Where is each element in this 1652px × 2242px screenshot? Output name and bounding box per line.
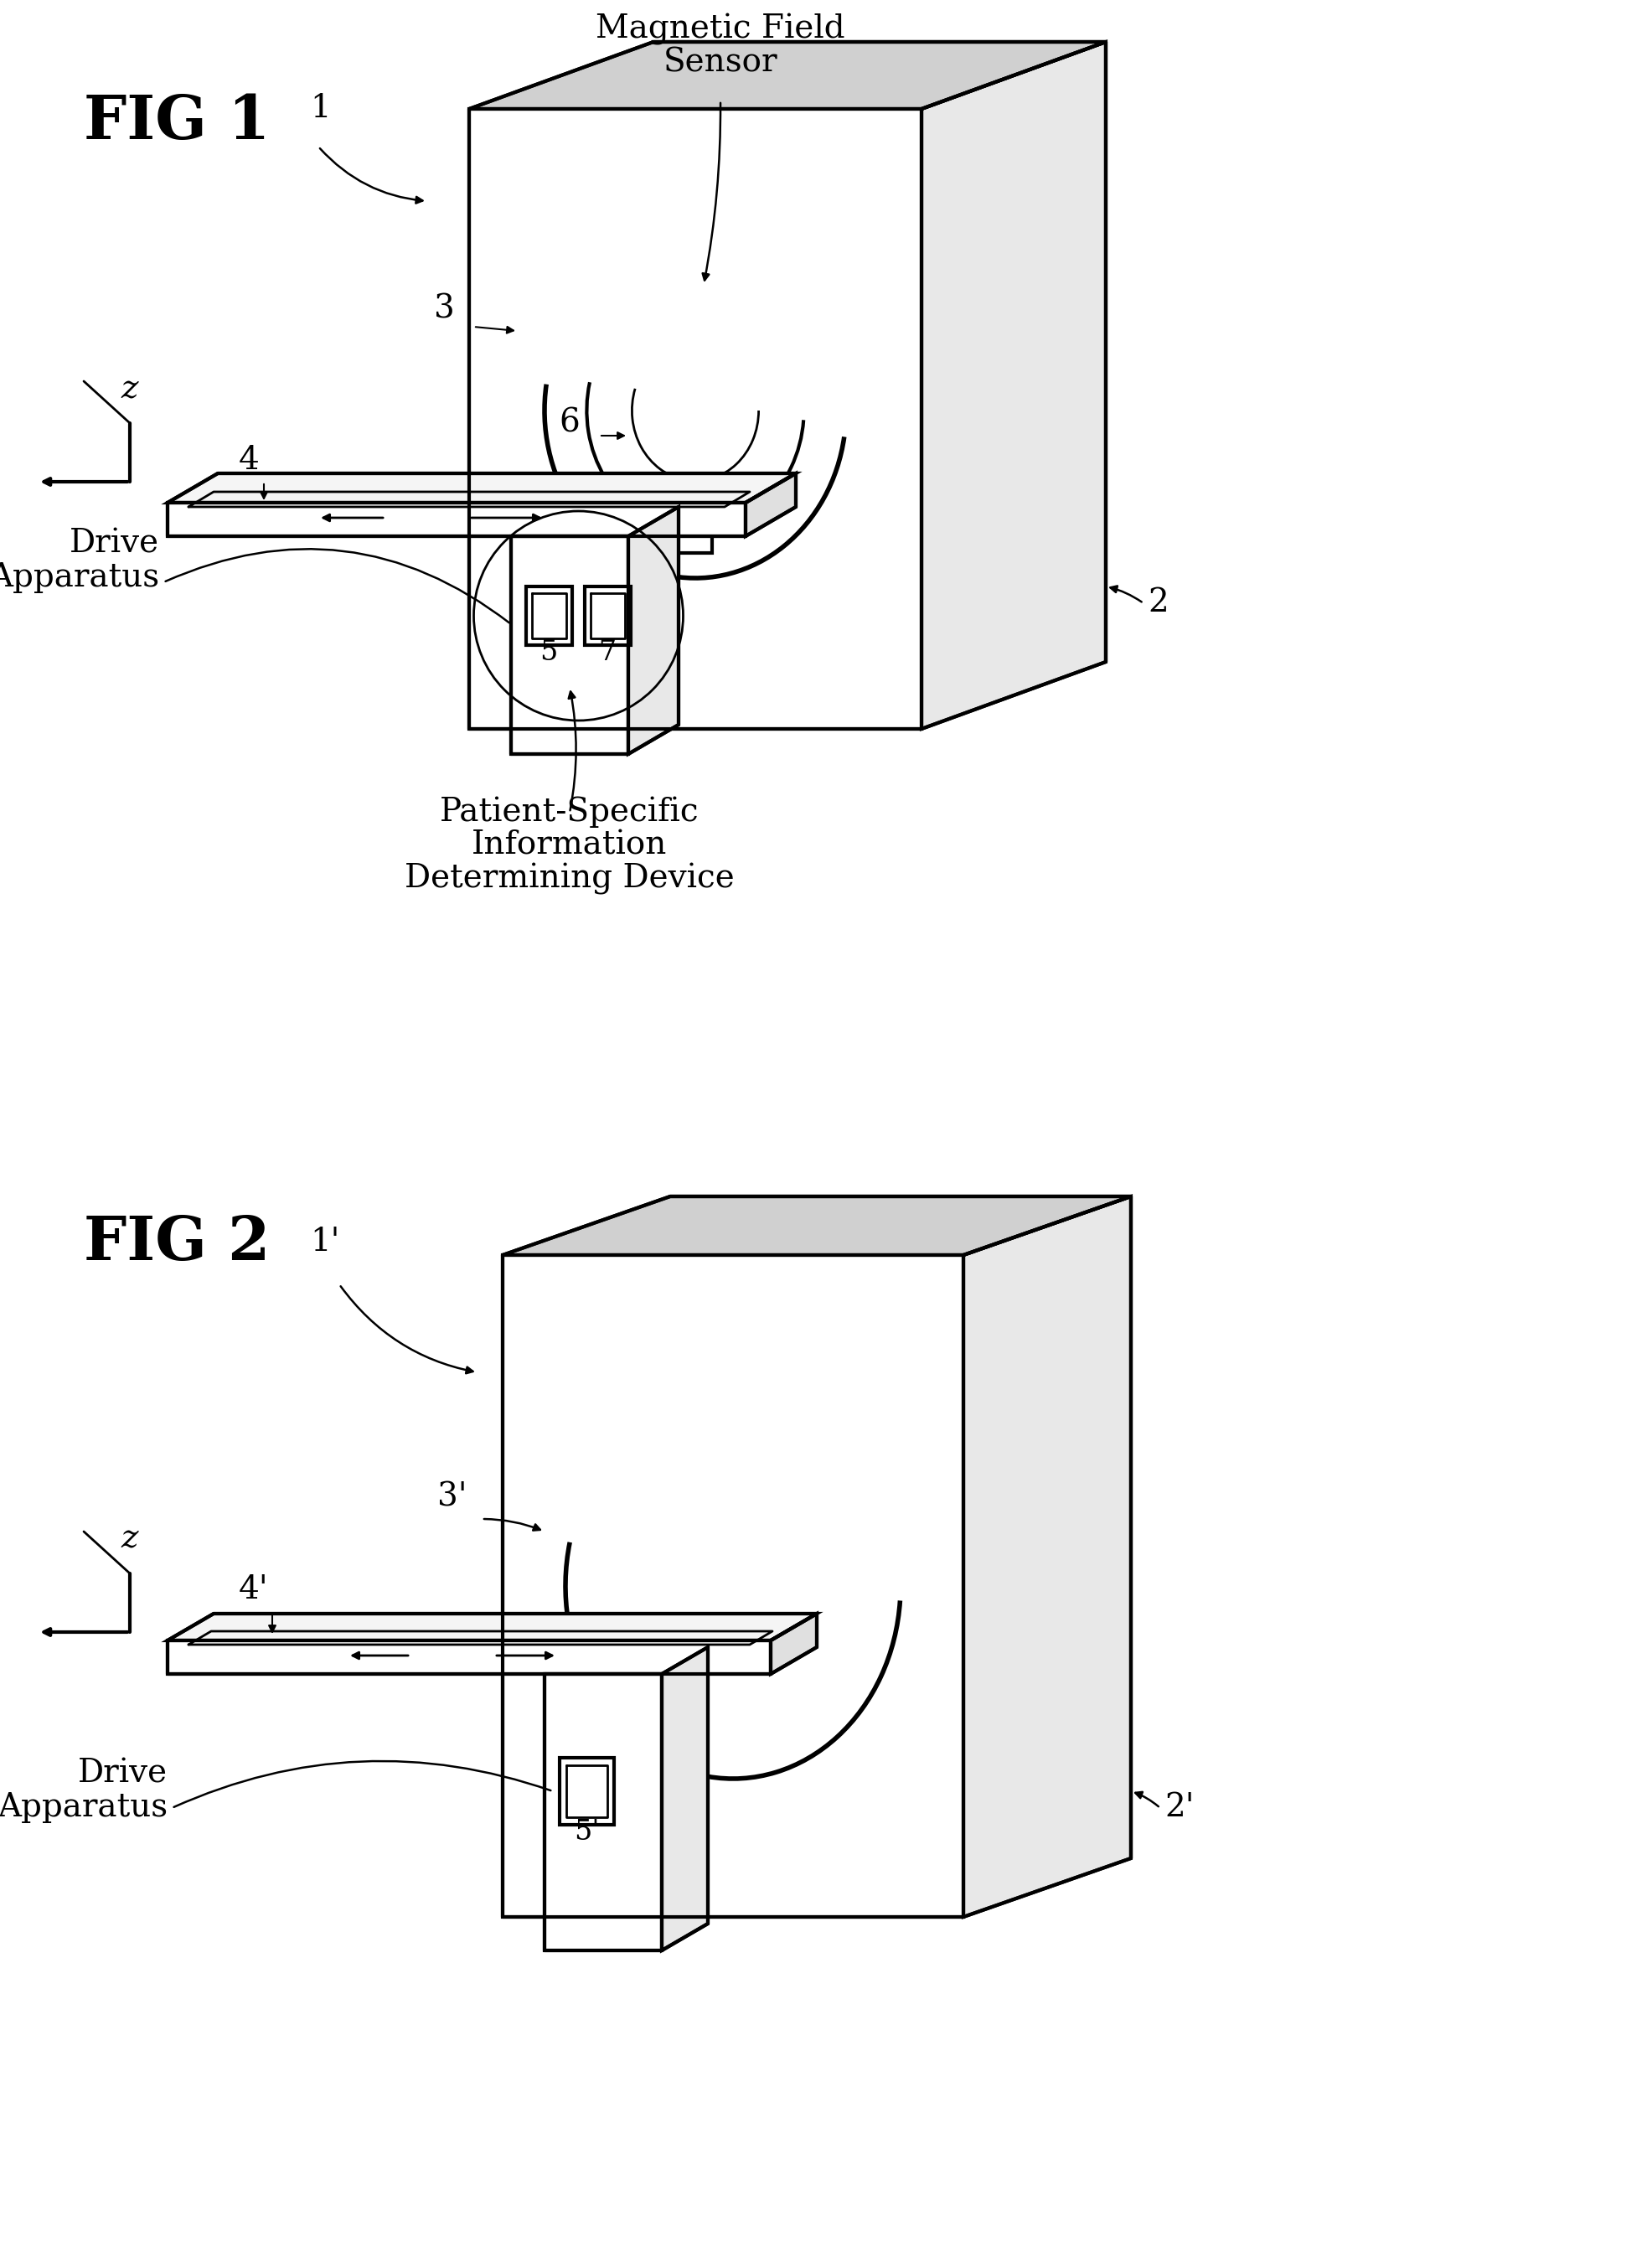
Polygon shape xyxy=(510,536,628,753)
Text: Drive: Drive xyxy=(69,529,159,560)
Text: 4: 4 xyxy=(240,444,259,475)
Polygon shape xyxy=(167,1641,771,1675)
Polygon shape xyxy=(469,43,1105,110)
Text: 3': 3' xyxy=(438,1482,468,1513)
Text: 2: 2 xyxy=(1148,587,1168,619)
Polygon shape xyxy=(922,43,1105,729)
Text: 4': 4' xyxy=(240,1574,269,1605)
Text: Patient-Specific: Patient-Specific xyxy=(439,796,699,827)
Polygon shape xyxy=(560,1758,615,1825)
Polygon shape xyxy=(963,1197,1132,1917)
Polygon shape xyxy=(628,507,679,753)
Text: Apparatus: Apparatus xyxy=(0,1791,167,1823)
Polygon shape xyxy=(662,520,712,554)
Text: 6: 6 xyxy=(560,408,580,437)
Text: z: z xyxy=(121,1525,139,1556)
Text: 1: 1 xyxy=(311,92,330,123)
Polygon shape xyxy=(167,1614,816,1641)
Text: 5: 5 xyxy=(540,639,558,666)
Polygon shape xyxy=(771,1614,816,1675)
Polygon shape xyxy=(525,587,572,646)
Text: Determining Device: Determining Device xyxy=(405,863,735,895)
Text: Information: Information xyxy=(472,830,667,861)
Text: 3: 3 xyxy=(433,294,454,325)
Text: FIG 1: FIG 1 xyxy=(84,92,269,152)
Text: 5': 5' xyxy=(573,1818,600,1845)
Text: Apparatus: Apparatus xyxy=(0,563,159,594)
Text: 2': 2' xyxy=(1165,1791,1194,1823)
Text: FIG 2: FIG 2 xyxy=(84,1213,269,1273)
Polygon shape xyxy=(167,473,796,502)
Text: 7: 7 xyxy=(598,639,616,666)
Text: Sensor: Sensor xyxy=(662,47,778,78)
Text: 1': 1' xyxy=(311,1226,340,1258)
Polygon shape xyxy=(502,1256,963,1917)
Polygon shape xyxy=(545,1675,662,1951)
Polygon shape xyxy=(662,1648,707,1951)
Polygon shape xyxy=(585,587,631,646)
Polygon shape xyxy=(745,473,796,536)
Text: Drive: Drive xyxy=(78,1758,167,1789)
Text: Magnetic Field: Magnetic Field xyxy=(596,13,846,45)
Polygon shape xyxy=(167,502,745,536)
Text: z: z xyxy=(121,374,139,404)
Polygon shape xyxy=(469,110,922,729)
Polygon shape xyxy=(502,1197,1132,1256)
